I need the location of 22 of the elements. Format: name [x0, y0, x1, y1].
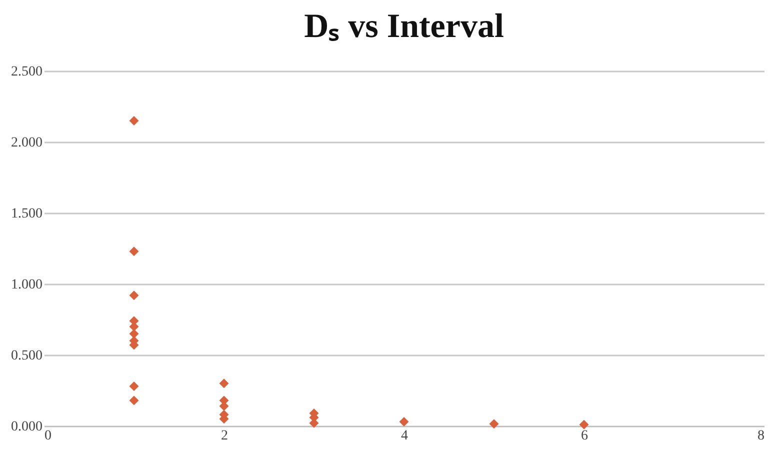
x-tick-label: 0	[44, 428, 52, 444]
point	[129, 328, 139, 338]
point	[129, 290, 139, 300]
y-tick-label: 2.500	[11, 64, 42, 80]
point	[579, 420, 589, 430]
point	[129, 381, 139, 391]
y-tick-label: 2.000	[11, 136, 42, 150]
y-tick-label: 1.000	[11, 278, 42, 292]
x-tick-label: 4	[401, 428, 408, 444]
y-tick-label: 1.500	[11, 206, 42, 222]
point	[129, 396, 139, 406]
x-tick-label: 2	[221, 428, 228, 444]
point	[219, 378, 229, 388]
x-tick-label: 6	[581, 428, 588, 444]
y-tick-label: 0.500	[11, 348, 42, 364]
point	[129, 246, 139, 256]
point	[399, 416, 409, 426]
y-tick-label: 0.000	[11, 420, 42, 434]
point	[129, 116, 139, 126]
point	[489, 419, 499, 429]
chart-title: Dₛ vs Interval	[304, 8, 504, 45]
x-tick-label: 8	[758, 428, 764, 444]
